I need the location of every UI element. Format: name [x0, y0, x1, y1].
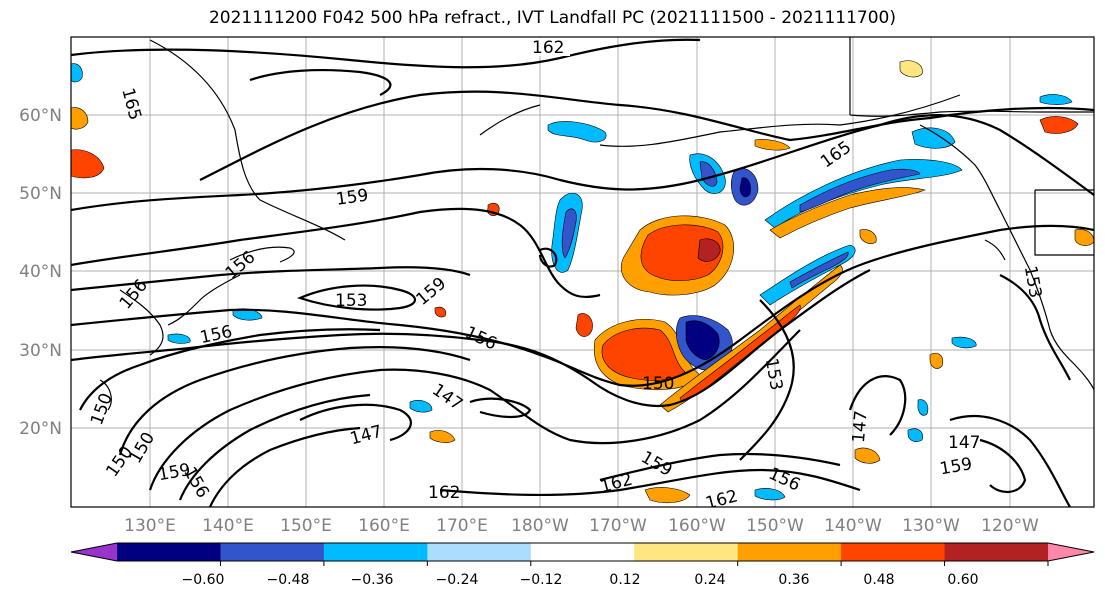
colorbar-tick-label: −0.36 — [351, 572, 394, 588]
contour-label: 147 — [849, 410, 872, 444]
colorbar-tick-label: 0.48 — [863, 572, 894, 588]
colorbar: −0.60 −0.48 −0.36 −0.24 −0.12 0.12 0.24 … — [70, 542, 1095, 588]
colorbar-tick-label: −0.12 — [520, 572, 563, 588]
lon-label: 160°E — [358, 516, 410, 536]
colorbar-extend-max — [1048, 543, 1094, 561]
map-title: 2021111200 F042 500 hPa refract., IVT La… — [208, 8, 896, 28]
colorbar-segment — [841, 543, 946, 561]
lat-label: 50°N — [19, 184, 62, 204]
lon-label: 130°W — [902, 516, 960, 536]
colorbar-segment — [737, 543, 842, 561]
lat-label: 40°N — [19, 262, 62, 282]
contour-label: 159 — [335, 186, 370, 210]
contour-label: 162 — [428, 483, 460, 503]
colorbar-segment — [530, 543, 635, 561]
colorbar-tick-label: 0.36 — [778, 572, 809, 588]
contour-label: 162 — [704, 486, 741, 514]
contour-label: 150 — [642, 374, 674, 394]
coastlines — [99, 37, 1094, 411]
colorbar-segment — [944, 543, 1049, 561]
lon-label: 130°E — [124, 516, 176, 536]
colorbar-tick-label: −0.60 — [182, 572, 225, 588]
colorbar-tick-label: 0.60 — [947, 572, 978, 588]
colorbar-segment — [427, 543, 532, 561]
lon-label: 170°W — [589, 516, 647, 536]
height-contours — [71, 38, 1094, 507]
colorbar-segment — [220, 543, 325, 561]
colorbar-segment — [634, 543, 739, 561]
colorbar-segments — [71, 543, 1094, 561]
map-panel: 162 165 165 159 156 153 159 156 156 156 … — [71, 37, 1094, 514]
colorbar-tick-label: 0.12 — [609, 572, 640, 588]
colorbar-extend-min — [71, 543, 117, 561]
colorbar-segment — [323, 543, 428, 561]
map-border — [70, 36, 1095, 508]
lon-label: 150°E — [280, 516, 332, 536]
lat-label: 20°N — [19, 419, 62, 439]
lon-label: 150°W — [746, 516, 804, 536]
longitude-labels: 130°E 140°E 150°E 160°E 170°E 180°W 170°… — [124, 516, 1039, 536]
lon-label: 160°W — [668, 516, 726, 536]
contour-label: 147 — [948, 433, 980, 453]
colorbar-segment — [117, 543, 221, 561]
lat-label: 30°N — [19, 341, 62, 361]
contour-label: 153 — [335, 291, 367, 311]
lon-label: 120°W — [981, 516, 1039, 536]
colorbar-ticks — [219, 561, 1049, 566]
lon-label: 140°E — [202, 516, 254, 536]
lon-label: 140°W — [824, 516, 882, 536]
pc-shading — [71, 60, 1094, 504]
lon-label: 170°E — [436, 516, 488, 536]
colorbar-tick-label: −0.24 — [436, 572, 479, 588]
contour-label: 162 — [532, 38, 564, 58]
lat-label: 60°N — [19, 106, 62, 126]
latitude-labels: 20°N 30°N 40°N 50°N 60°N — [19, 106, 62, 439]
colorbar-tick-label: −0.48 — [267, 572, 310, 588]
lon-label: 180°W — [511, 516, 569, 536]
colorbar-tick-label: 0.24 — [694, 572, 725, 588]
